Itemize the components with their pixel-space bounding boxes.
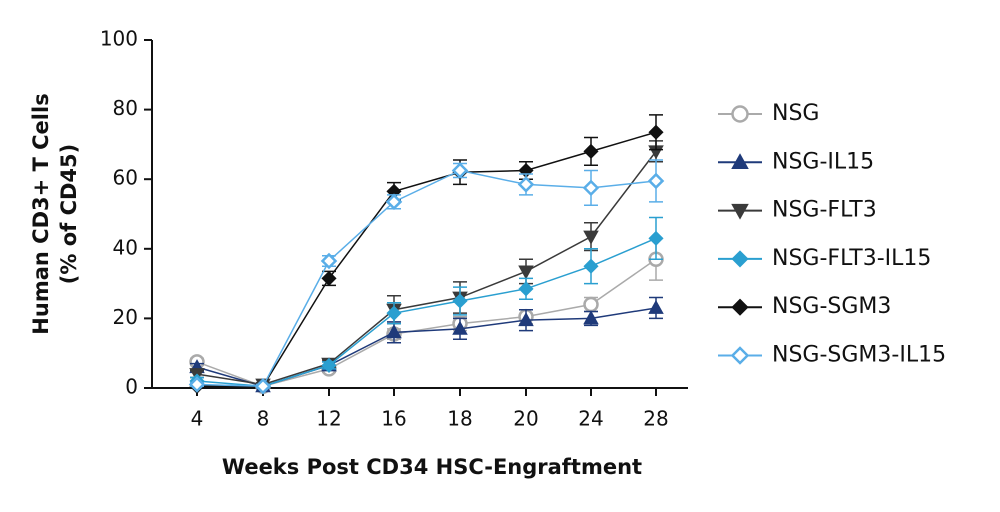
data-point (648, 299, 664, 314)
data-point (582, 179, 600, 197)
series-line (196, 237, 657, 388)
data-point (583, 230, 599, 245)
data-point (518, 312, 534, 327)
data-point (188, 376, 206, 393)
data-point (583, 143, 599, 159)
y-tick-label: 80 (113, 96, 138, 120)
x-tick-label: 4 (191, 407, 204, 431)
data-point (583, 310, 599, 325)
data-point (583, 258, 599, 274)
series-line (197, 131, 657, 388)
x-axis-label: Weeks Post CD34 HSC-Engraftment (222, 455, 642, 479)
legend-marker (730, 346, 750, 365)
y-tick-label: 20 (113, 305, 138, 329)
data-point (321, 270, 337, 286)
y-tick-label: 60 (113, 166, 138, 190)
y-axis-label: Human CD3+ T Cells (29, 93, 53, 334)
legend-label: NSG-IL15 (772, 149, 874, 174)
data-point (583, 296, 599, 313)
legend-marker (731, 298, 749, 316)
legend-marker (731, 153, 749, 170)
series-line (196, 169, 657, 388)
data-point (254, 377, 272, 395)
legend-marker (731, 105, 749, 123)
data-point (518, 281, 534, 297)
x-tick-label: 16 (381, 407, 406, 431)
x-tick-label: 8 (257, 407, 270, 431)
y-tick-label: 40 (113, 235, 138, 259)
legend-label: NSG-FLT3-IL15 (772, 246, 931, 271)
data-point (451, 162, 469, 179)
data-point (648, 124, 664, 140)
data-point (452, 320, 468, 335)
data-point (385, 193, 403, 211)
data-point (321, 357, 337, 373)
data-point (518, 265, 534, 280)
legend-label: NSG-SGM3 (772, 294, 891, 319)
y-axis-label: (% of CD45) (57, 144, 81, 285)
data-point (386, 305, 402, 321)
legend-marker (731, 203, 749, 220)
legend-marker (731, 250, 749, 268)
y-tick-label: 100 (100, 27, 138, 51)
x-tick-label: 12 (316, 407, 341, 431)
data-point (647, 172, 665, 190)
data-point (517, 176, 535, 193)
data-point (648, 230, 664, 246)
x-tick-label: 24 (578, 407, 603, 431)
legend-label: NSG-SGM3-IL15 (772, 343, 946, 368)
legend-label: NSG (772, 101, 819, 126)
data-point (386, 324, 402, 339)
x-tick-label: 20 (513, 407, 538, 431)
series-line (196, 150, 657, 386)
data-point (320, 252, 338, 270)
x-tick-label: 28 (643, 407, 668, 431)
y-tick-label: 0 (125, 375, 138, 399)
data-point (452, 293, 468, 309)
legend-label: NSG-FLT3 (772, 198, 877, 223)
x-tick-label: 18 (447, 407, 472, 431)
